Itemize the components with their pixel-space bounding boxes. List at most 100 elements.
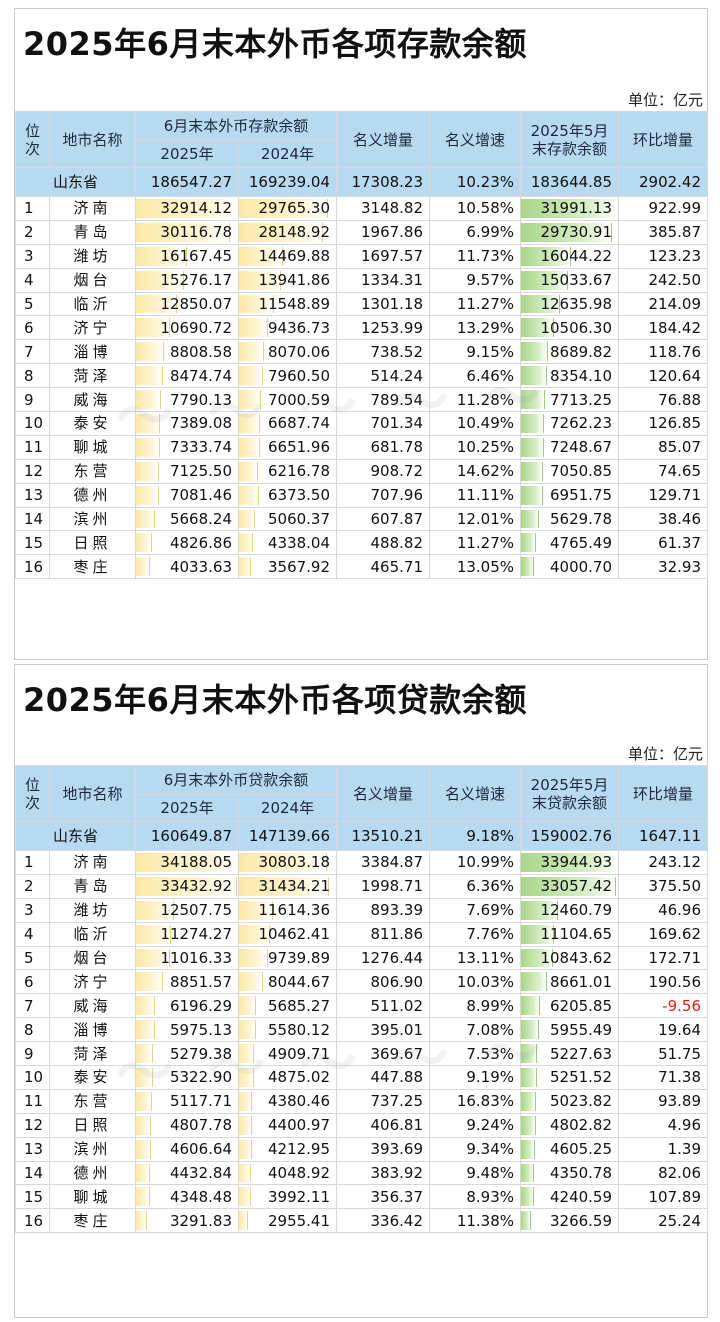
data-bar	[521, 390, 546, 410]
data-bar	[521, 461, 544, 481]
rank-cell: 7	[15, 993, 50, 1019]
data-bar	[521, 318, 554, 338]
value-2024-cell: 6216.78	[237, 458, 338, 484]
data-bar	[521, 246, 571, 266]
value-2025-cell: 4826.86	[135, 530, 239, 556]
table-row: 14 滨州 5668.24 5060.37 607.87 12.01% 5629.78 38.…	[15, 506, 709, 532]
city-cell: 菏泽	[49, 363, 136, 389]
cell-value: 11274.27	[160, 925, 232, 944]
growth-cell: 7.08%	[429, 1017, 522, 1043]
data-bar	[521, 1091, 537, 1111]
value-2025-cell: 10690.72	[135, 315, 239, 341]
increase-cell: 336.42	[336, 1208, 431, 1234]
cell-value: 6687.74	[267, 414, 331, 433]
rank-cell: 4	[15, 267, 50, 293]
rank-cell: 4	[15, 921, 50, 947]
city-cell: 泰安	[49, 411, 136, 436]
data-bar	[239, 533, 253, 553]
value-2024-cell: 5580.12	[237, 1017, 338, 1043]
data-bar	[136, 509, 155, 529]
data-bar	[136, 246, 188, 266]
may-balance-cell: 10506.30	[520, 315, 620, 341]
value-2024-cell: 4400.97	[237, 1112, 338, 1138]
city-cell: 威海	[49, 993, 136, 1019]
cell-value: 4807.78	[169, 1116, 232, 1135]
increase-cell: 383.92	[336, 1160, 431, 1186]
rank-cell: 10	[15, 1065, 50, 1090]
value-2024-cell: 10462.41	[237, 921, 338, 947]
value-2025-cell: 7333.74	[135, 434, 239, 460]
may-balance-cell: 5023.82	[520, 1088, 620, 1114]
value-2025-cell: 12507.75	[135, 897, 239, 923]
data-bar	[239, 414, 260, 433]
city-cell: 菏泽	[49, 1041, 136, 1067]
may-balance-cell: 6951.75	[520, 482, 620, 508]
header-2025: 2025年	[135, 140, 239, 168]
cell-value: 3992.11	[267, 1187, 331, 1206]
mom-cell: 46.96	[618, 897, 709, 923]
may-balance-cell: 3266.59	[520, 1208, 620, 1234]
table-row: 13 德州 7081.46 6373.50 707.96 11.11% 6951.75 129…	[15, 482, 709, 508]
cell-value: 4048.92	[267, 1164, 331, 1183]
increase-cell: 1697.57	[336, 243, 431, 269]
data-bar	[521, 222, 613, 242]
data-bar	[136, 900, 175, 920]
mom-cell: 38.46	[618, 506, 709, 532]
province-name: 山东省	[15, 821, 136, 851]
cell-value: 7000.59	[267, 390, 331, 409]
city-cell: 临沂	[49, 921, 136, 947]
growth-cell: 10.03%	[429, 969, 522, 995]
cell-value: 7050.85	[549, 462, 613, 481]
mom-cell: 74.65	[618, 458, 709, 484]
growth-cell: 10.49%	[429, 411, 522, 436]
may-balance-cell: 4000.70	[520, 554, 620, 580]
data-bar	[239, 342, 264, 362]
value-2024-cell: 4875.02	[237, 1065, 338, 1090]
rank-cell: 8	[15, 363, 50, 389]
increase-cell: 1276.44	[336, 945, 431, 971]
increase-cell: 1998.71	[336, 873, 431, 899]
province-2024: 169239.04	[237, 167, 338, 197]
cell-value: 4802.82	[549, 1116, 613, 1135]
cell-value: 9739.89	[267, 949, 331, 967]
city-cell: 济南	[49, 196, 136, 221]
loans-table: 位次 地市名称 6月末本外币贷款余额 名义增量 名义增速 2025年5月 末贷款余…	[15, 765, 709, 1234]
cell-value: 13941.86	[258, 271, 331, 290]
mom-cell: 120.64	[618, 363, 709, 389]
cell-value: 6651.96	[267, 438, 331, 457]
value-2025-cell: 34188.05	[135, 850, 239, 875]
cell-value: 8808.58	[169, 342, 232, 361]
growth-cell: 12.01%	[429, 506, 522, 532]
growth-cell: 9.19%	[429, 1065, 522, 1090]
header-city: 地市名称	[49, 111, 136, 168]
loans-title: 2025年6月末本外币各项贷款余额	[23, 681, 527, 719]
province-2025: 160649.87	[135, 821, 239, 851]
increase-cell: 393.69	[336, 1136, 431, 1162]
value-2025-cell: 4432.84	[135, 1160, 239, 1186]
cell-value: 4338.04	[267, 533, 331, 552]
value-2025-cell: 8474.74	[135, 363, 239, 389]
data-bar	[521, 876, 617, 896]
data-bar	[239, 270, 282, 290]
cell-value: 32914.12	[160, 199, 232, 218]
city-cell: 东营	[49, 458, 136, 484]
table-row: 3 潍坊 12507.75 11614.36 893.39 7.69% 12460.79 46…	[15, 897, 709, 923]
city-cell: 潍坊	[49, 243, 136, 269]
may-balance-cell: 7248.67	[520, 434, 620, 460]
cell-value: 4765.49	[549, 533, 613, 552]
increase-cell: 908.72	[336, 458, 431, 484]
increase-cell: 406.81	[336, 1112, 431, 1138]
data-bar	[136, 1211, 147, 1231]
cell-value: 12460.79	[540, 901, 613, 920]
rank-cell: 3	[15, 897, 50, 923]
rank-cell: 12	[15, 458, 50, 484]
data-bar	[136, 1044, 153, 1064]
data-bar	[136, 1187, 150, 1207]
mom-cell: 129.71	[618, 482, 709, 508]
value-2025-cell: 7125.50	[135, 458, 239, 484]
cell-value: 5975.13	[169, 1020, 232, 1039]
increase-cell: 681.78	[336, 434, 431, 460]
data-bar	[521, 1139, 536, 1159]
cell-value: 7262.23	[549, 414, 613, 433]
cell-value: 7125.50	[169, 462, 232, 481]
